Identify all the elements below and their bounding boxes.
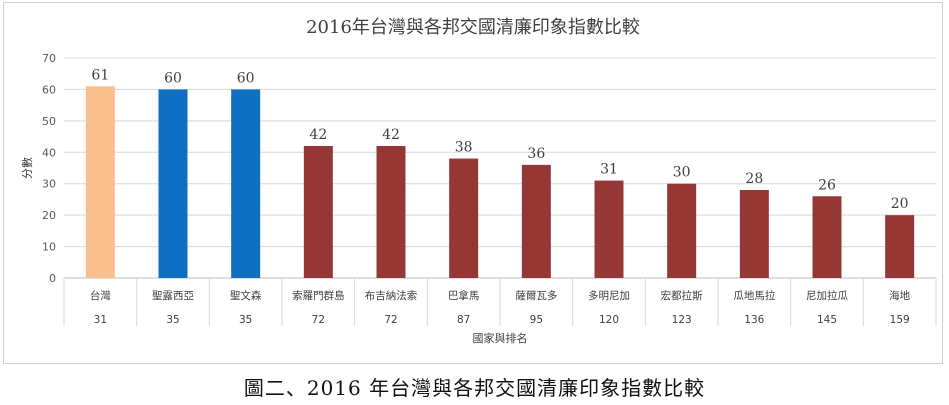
y-tick-label: 30	[42, 178, 56, 191]
chart-frame: 2016年台灣與各邦交國清廉印象指數比較 分數 國家與排名 0 10 20 30 40 5…	[3, 2, 943, 364]
rank-label: 72	[312, 314, 325, 326]
data-label: 42	[309, 127, 327, 143]
bar	[303, 146, 333, 278]
y-tick-label: 50	[42, 115, 56, 128]
y-axis-label: 分數	[21, 157, 34, 179]
x-tick-label: 台灣	[90, 289, 111, 302]
data-label: 38	[455, 140, 473, 156]
bar	[667, 183, 697, 278]
data-label: 28	[745, 171, 763, 187]
x-tick-label: 聖文森	[230, 289, 262, 302]
figure-caption: 圖二、2016 年台灣與各邦交國清廉印象指數比較	[243, 376, 706, 400]
rank-label: 120	[599, 314, 619, 326]
y-tick-label: 60	[42, 83, 56, 96]
data-label: 42	[382, 127, 400, 143]
chart-title: 2016年台灣與各邦交國清廉印象指數比較	[306, 17, 640, 38]
rank-label: 31	[94, 314, 107, 326]
bar	[739, 190, 769, 278]
x-tick-label: 巴拿馬	[448, 289, 480, 302]
bar	[449, 158, 479, 278]
data-label: 60	[164, 70, 182, 86]
rank-label: 35	[239, 314, 252, 326]
bar	[85, 86, 115, 279]
x-axis-label: 國家與排名	[473, 331, 528, 345]
bar	[594, 180, 624, 278]
rank-label: 145	[817, 314, 837, 326]
y-tick-label: 70	[42, 52, 56, 65]
bar	[376, 146, 406, 278]
bar	[158, 89, 188, 278]
y-tick-label: 10	[42, 241, 56, 254]
data-label: 26	[818, 177, 836, 193]
data-label: 36	[527, 146, 545, 162]
rank-label: 159	[890, 314, 910, 326]
rank-label: 87	[457, 314, 470, 326]
x-tick-label: 布吉納法索	[365, 289, 418, 302]
data-label: 60	[237, 70, 255, 86]
bar	[521, 164, 551, 278]
data-label: 20	[891, 196, 909, 212]
bar-chart: 2016年台灣與各邦交國清廉印象指數比較 分數 國家與排名 0 10 20 30 40 5…	[21, 17, 937, 345]
x-tick-label: 索羅門群島	[292, 289, 345, 302]
y-tick-label: 0	[49, 272, 56, 285]
bar	[812, 196, 842, 278]
bar	[885, 215, 915, 278]
x-tick-label: 瓜地馬拉	[733, 289, 775, 302]
x-tick-label: 薩爾瓦多	[515, 289, 557, 302]
bar	[231, 89, 261, 278]
rank-label: 72	[384, 314, 397, 326]
x-tick-label: 多明尼加	[588, 289, 630, 302]
data-label: 30	[673, 165, 691, 181]
x-tick-label: 尼加拉瓜	[806, 289, 848, 302]
y-tick-label: 20	[42, 209, 56, 222]
data-label: 61	[91, 67, 109, 83]
y-tick-label: 40	[42, 146, 56, 159]
x-tick-label: 海地	[889, 289, 910, 302]
x-tick-label: 聖露西亞	[152, 290, 194, 302]
rank-label: 136	[744, 314, 764, 326]
x-tick-label: 宏都拉斯	[661, 289, 703, 302]
data-label: 31	[600, 162, 618, 178]
rank-label: 35	[166, 314, 179, 326]
rank-label: 95	[530, 314, 543, 326]
rank-label: 123	[672, 314, 692, 326]
